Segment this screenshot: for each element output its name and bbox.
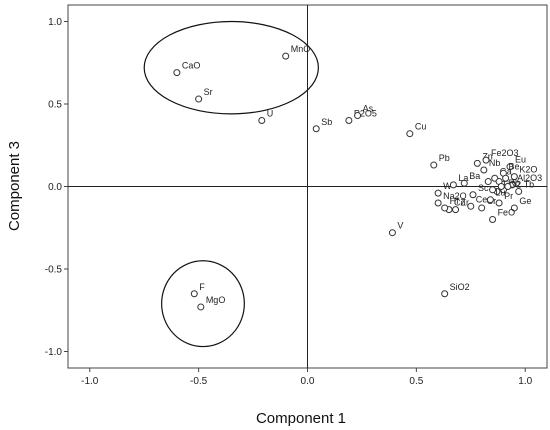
point-label-al2o3: Al2O3 bbox=[517, 173, 542, 183]
point-na2o bbox=[434, 199, 442, 207]
point-label-ge: Ge bbox=[519, 196, 531, 206]
point-label-as: As bbox=[363, 104, 374, 114]
y-tick-label: -0.5 bbox=[45, 265, 63, 276]
point-label-mgo: MgO bbox=[206, 295, 226, 305]
x-tick-label: -1.0 bbox=[81, 376, 99, 387]
point-cu bbox=[406, 130, 414, 138]
point-label-k2o: K2O bbox=[519, 165, 537, 175]
y-axis-title: Component 3 bbox=[6, 141, 23, 231]
point-cao bbox=[173, 69, 181, 77]
point-label-p2o5: P2O5 bbox=[354, 109, 377, 119]
point-label-pr: Pr bbox=[504, 191, 513, 201]
point-label-sio2: SiO2 bbox=[450, 282, 470, 292]
point-nb bbox=[480, 166, 488, 174]
point-label-feo: FeO bbox=[498, 208, 516, 218]
point-mgo bbox=[197, 303, 205, 311]
point-label-be: Be bbox=[508, 161, 519, 171]
point-label-f: F bbox=[199, 282, 205, 292]
point-label-cao: CaO bbox=[182, 61, 201, 71]
point-label-u: U bbox=[267, 109, 274, 119]
point-sc bbox=[469, 191, 477, 199]
point-pr bbox=[495, 199, 503, 207]
point-eu bbox=[506, 163, 514, 171]
point-zr bbox=[452, 206, 460, 214]
y-tick-label: 0.5 bbox=[48, 100, 62, 111]
point-label-sr: Sr bbox=[204, 87, 213, 97]
point-label-sb: Sb bbox=[321, 117, 332, 127]
point-unlabeled bbox=[484, 178, 492, 186]
point-label-mno: MnO bbox=[291, 44, 311, 54]
point-label-ba: Ba bbox=[469, 171, 480, 181]
point-unlabeled bbox=[504, 183, 512, 190]
group-ellipse-2 bbox=[161, 260, 245, 348]
point-label-tio2: TiO2 bbox=[502, 179, 521, 189]
point-sio2 bbox=[441, 290, 449, 298]
point-label-sc: Sc bbox=[478, 183, 489, 193]
point-label-fe2o3: Fe2O3 bbox=[491, 148, 519, 158]
point-label-eu: Eu bbox=[515, 155, 526, 165]
point-hf bbox=[441, 204, 449, 212]
point-label-zr: Zr bbox=[461, 198, 470, 208]
point-label-tb: Tb bbox=[524, 179, 535, 189]
point-label-cu: Cu bbox=[415, 122, 427, 132]
point-fe2o3 bbox=[482, 156, 490, 164]
point-feo bbox=[489, 216, 497, 223]
point-label-pb: Pb bbox=[439, 153, 450, 163]
point-unlabeled bbox=[502, 174, 510, 182]
point-zn bbox=[473, 159, 481, 167]
point-unlabeled bbox=[497, 183, 505, 190]
point-w bbox=[434, 189, 442, 197]
x-tick-label: -0.5 bbox=[190, 376, 208, 387]
point-label-nb: Nb bbox=[489, 158, 501, 168]
point-label-rb: Rb bbox=[508, 178, 520, 188]
point-ce bbox=[467, 202, 475, 210]
point-p2o5 bbox=[345, 117, 353, 124]
group-ellipse-1 bbox=[143, 20, 319, 115]
point-label-co: Co bbox=[454, 198, 466, 208]
point-label-hf: Hf bbox=[450, 196, 459, 206]
point-lu bbox=[486, 196, 494, 204]
point-k2o bbox=[510, 173, 518, 181]
point-label-w: W bbox=[443, 181, 452, 191]
x-tick-label: 0.0 bbox=[301, 376, 315, 387]
point-label-zn: Zn bbox=[482, 151, 493, 161]
y-tick-label: -1.0 bbox=[45, 347, 63, 358]
x-tick-label: 1.0 bbox=[518, 376, 532, 387]
point-v bbox=[388, 229, 396, 237]
point-u bbox=[258, 117, 266, 124]
x-axis-title: Component 1 bbox=[256, 410, 346, 427]
point-tb bbox=[515, 187, 523, 195]
x-tick-label: 0.5 bbox=[409, 376, 423, 387]
point-label-na2o: Na2O bbox=[443, 191, 467, 201]
y-tick-label: 0.0 bbox=[48, 182, 62, 193]
point-cr bbox=[478, 204, 486, 212]
point-mno bbox=[282, 52, 290, 60]
point-label-lu: Lu bbox=[495, 188, 505, 198]
point-ge bbox=[510, 204, 518, 212]
y-tick-label: 1.0 bbox=[48, 17, 62, 28]
point-label-la: La bbox=[458, 173, 468, 183]
point-ba bbox=[460, 179, 468, 187]
point-label-ce: Ce bbox=[476, 194, 488, 204]
point-sb bbox=[312, 125, 320, 133]
point-pb bbox=[430, 161, 438, 169]
point-f bbox=[190, 290, 198, 298]
point-sr bbox=[195, 95, 203, 103]
point-unlabeled bbox=[489, 186, 497, 194]
point-la bbox=[449, 181, 457, 189]
point-label-v: V bbox=[397, 221, 403, 231]
point-as bbox=[354, 112, 362, 120]
